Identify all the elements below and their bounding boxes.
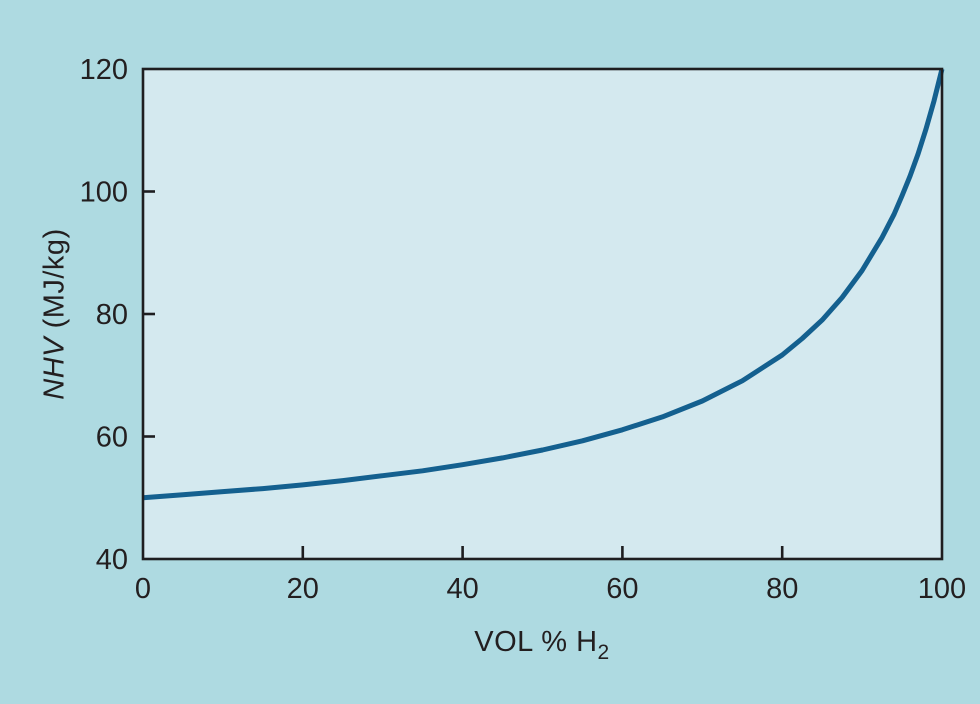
x-tick-label: 40 [446, 573, 478, 605]
y-tick-label: 60 [96, 422, 128, 454]
y-tick-label: 80 [96, 299, 128, 331]
y-tick-label: 100 [80, 177, 128, 209]
axis-ticks [143, 190, 784, 559]
axis-tick-labels: 40 60 80 100 120 0 20 40 60 80 100 [80, 54, 967, 605]
x-tick-label: 0 [135, 573, 151, 605]
x-axis-title-text: VOL % H [474, 626, 598, 658]
y-axis-title: NHV (MJ/kg) [39, 228, 72, 399]
x-axis-title-subscript: 2 [597, 641, 610, 664]
nhv-curve [142, 68, 945, 501]
x-axis-title: VOL % H2 [474, 626, 609, 663]
plot-area [143, 69, 942, 559]
y-axis-title-units: (MJ/kg) [38, 228, 71, 337]
x-tick-label: 80 [766, 573, 798, 605]
y-tick-label: 120 [80, 54, 128, 86]
x-tick-label: 100 [918, 573, 966, 605]
y-axis-title-variable: NHV [38, 336, 71, 400]
x-tick-label: 20 [287, 573, 319, 605]
x-tick-label: 60 [606, 573, 638, 605]
y-tick-label: 40 [96, 544, 128, 576]
